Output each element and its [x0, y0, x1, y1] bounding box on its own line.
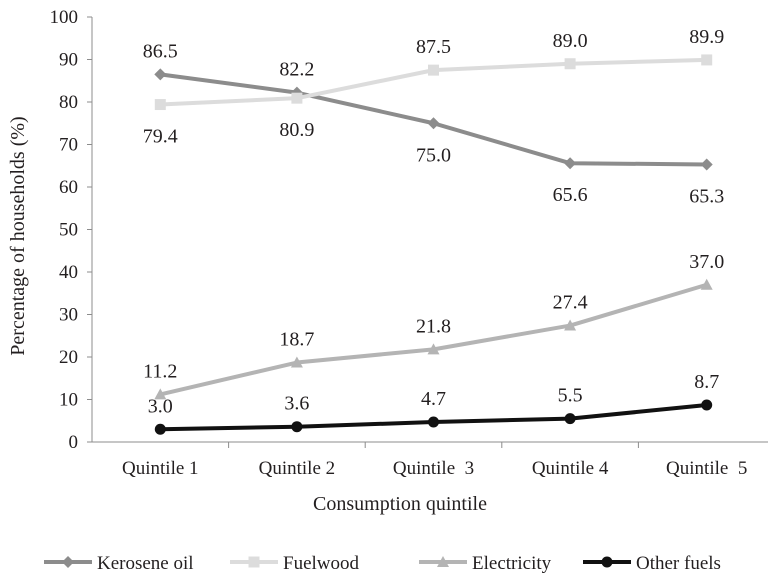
legend-swatch-marker — [248, 556, 260, 568]
data-label: 80.9 — [279, 119, 314, 141]
x-tick-label: Quintile 1 — [122, 458, 199, 479]
y-tick-label: 100 — [50, 7, 79, 28]
data-label: 79.4 — [143, 126, 178, 148]
data-point-marker — [154, 388, 167, 400]
data-label: 5.5 — [558, 385, 583, 407]
data-label: 27.4 — [553, 292, 588, 314]
data-point-marker — [700, 158, 713, 171]
y-tick-label: 50 — [59, 220, 78, 241]
data-label: 3.6 — [284, 393, 309, 415]
data-point-marker — [154, 68, 167, 81]
legend: Kerosene oil Fuelwood Electricity Other fue… — [44, 553, 721, 574]
data-label: 8.7 — [694, 371, 719, 393]
data-point-marker — [291, 92, 303, 104]
data-label: 89.0 — [553, 30, 588, 52]
data-label: 11.2 — [143, 360, 177, 382]
data-point-marker — [427, 343, 440, 355]
data-label: 89.9 — [689, 26, 724, 48]
data-label: 18.7 — [279, 329, 314, 351]
legend-swatch-marker — [601, 556, 613, 568]
data-point-marker — [701, 399, 713, 411]
legend-entry-label: Fuelwood — [283, 553, 360, 574]
data-point-marker — [700, 278, 713, 290]
data-label: 4.7 — [421, 388, 446, 410]
series-line — [159, 282, 708, 397]
data-label: 65.3 — [689, 185, 724, 207]
data-label: 82.2 — [279, 59, 314, 81]
data-label: 86.5 — [143, 40, 178, 62]
x-tick-label: Quintile 2 — [259, 458, 336, 479]
data-point-marker — [564, 413, 576, 425]
data-point-marker — [564, 58, 576, 70]
data-labels-layer: 86.5 82.2 75.0 65.6 65.3 79.4 80.9 87.5 89.0 89.9… — [143, 26, 724, 417]
y-tick-label: 0 — [69, 432, 79, 453]
y-tick-label: 60 — [59, 177, 78, 198]
y-tick-label: 10 — [59, 390, 78, 411]
data-label: 65.6 — [553, 184, 588, 206]
y-tick-label: 40 — [59, 262, 78, 283]
data-label: 21.8 — [416, 315, 451, 337]
data-point-marker — [428, 64, 439, 76]
legend-swatch-marker — [437, 556, 449, 567]
data-point-marker — [428, 416, 439, 428]
data-point-marker — [154, 99, 166, 111]
x-axis-title: Consumption quintile — [313, 493, 487, 515]
data-point-marker — [564, 157, 577, 170]
y-axis-title: Percentage of households (%) — [7, 116, 29, 355]
legend-entry-label: Kerosene oil — [97, 553, 194, 574]
data-label: 87.5 — [416, 36, 451, 58]
data-point-marker — [154, 423, 166, 435]
data-point-marker — [290, 356, 303, 368]
data-point-marker — [701, 54, 713, 66]
y-tick-label: 90 — [59, 50, 78, 71]
legend-entry-label: Other fuels — [636, 553, 721, 574]
data-point-marker — [564, 319, 577, 331]
y-tick-label: 30 — [59, 305, 78, 326]
data-label: 37.0 — [689, 251, 724, 273]
axes: 0 10 20 30 40 50 60 70 80 90 100 Quintile 1 Quintile… — [50, 7, 768, 479]
y-tick-label: 70 — [59, 135, 78, 156]
data-label: 3.0 — [148, 395, 173, 417]
data-point-marker — [427, 117, 440, 130]
data-point-marker — [291, 421, 303, 433]
series-layer — [154, 54, 713, 435]
legend-entry-label: Electricity — [472, 553, 552, 574]
data-label: 75.0 — [416, 144, 451, 166]
x-tick-label: Quintile 3 — [393, 458, 474, 479]
legend-swatch-marker — [62, 556, 74, 568]
x-tick-label: Quintile 5 — [666, 458, 747, 479]
y-tick-label: 80 — [59, 92, 78, 113]
x-tick-label: Quintile 4 — [532, 458, 609, 479]
y-tick-label: 20 — [59, 347, 78, 368]
